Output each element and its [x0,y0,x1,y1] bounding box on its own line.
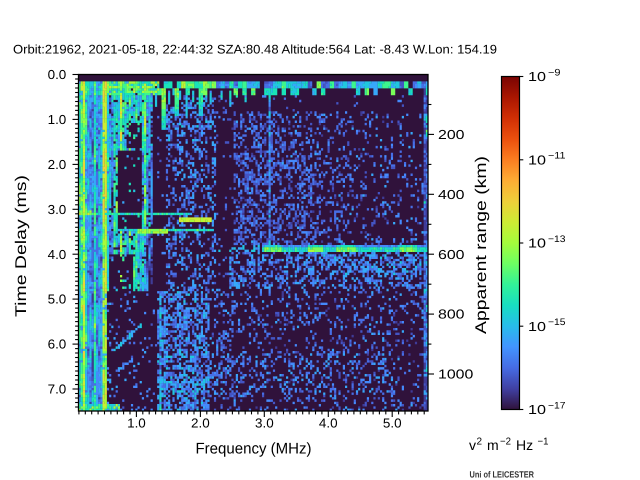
svg-text:−11: −11 [548,151,566,162]
svg-text:Time Delay (ms): Time Delay (ms) [13,175,30,317]
svg-text:−2: −2 [500,437,511,448]
svg-text:Frequency (MHz): Frequency (MHz) [196,441,312,458]
svg-text:v: v [469,437,476,453]
svg-text:−13: −13 [548,234,566,245]
svg-text:5.0: 5.0 [48,292,67,307]
svg-text:2.0: 2.0 [48,157,67,172]
svg-text:1.0: 1.0 [127,415,146,430]
svg-text:600: 600 [438,247,465,262]
svg-text:0.0: 0.0 [48,67,67,82]
svg-text:2: 2 [477,437,483,448]
svg-text:1000: 1000 [438,367,473,382]
svg-text:Hz: Hz [516,437,533,453]
svg-text:10: 10 [528,319,546,334]
svg-text:Uni of LEICESTER: Uni of LEICESTER [470,470,535,480]
svg-text:Orbit:21962, 2021-05-18, 22:44: Orbit:21962, 2021-05-18, 22:44:32 SZA:80… [13,42,497,56]
svg-text:1.0: 1.0 [48,112,67,127]
svg-text:10: 10 [528,402,546,417]
svg-text:6.0: 6.0 [48,337,67,352]
svg-text:−9: −9 [548,67,561,78]
svg-text:−15: −15 [548,317,566,328]
svg-text:3.0: 3.0 [48,202,67,217]
svg-text:5.0: 5.0 [383,415,402,430]
svg-text:−17: −17 [548,400,566,411]
svg-text:4.0: 4.0 [319,415,338,430]
svg-text:3.0: 3.0 [255,415,274,430]
svg-text:800: 800 [438,307,465,322]
svg-text:−1: −1 [538,437,549,448]
svg-text:7.0: 7.0 [48,382,67,397]
svg-text:10: 10 [528,236,546,251]
svg-text:10: 10 [528,69,546,84]
svg-text:200: 200 [438,127,465,142]
svg-text:2.0: 2.0 [191,415,210,430]
svg-text:Apparent range (km): Apparent range (km) [473,156,490,334]
svg-text:4.0: 4.0 [48,247,67,262]
svg-text:400: 400 [438,187,465,202]
svg-text:m: m [487,437,499,453]
svg-text:10: 10 [528,152,546,167]
